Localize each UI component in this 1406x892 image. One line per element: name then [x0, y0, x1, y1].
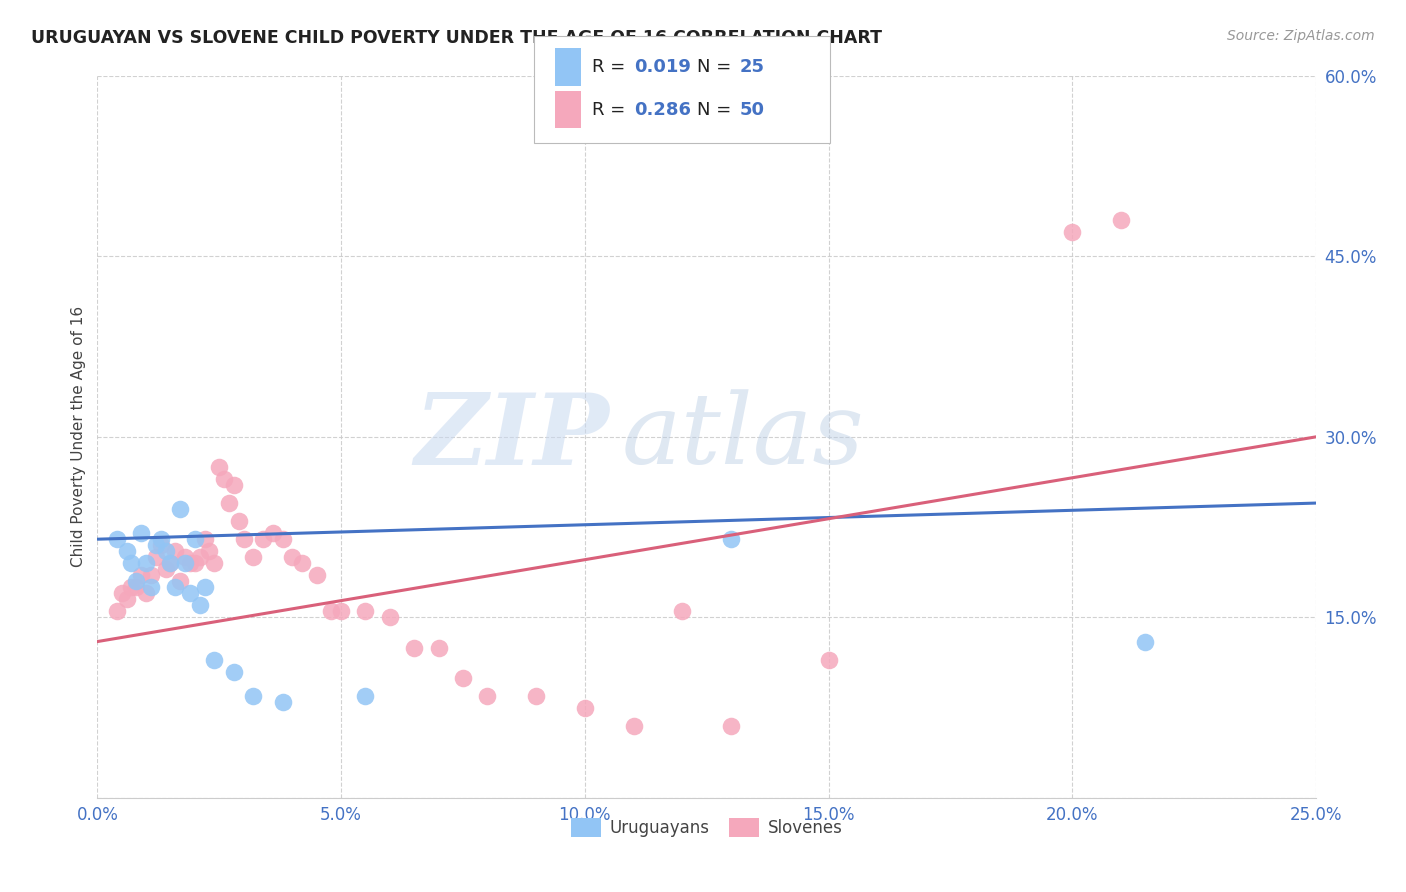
Point: [135, 556, 157, 570]
Point: [242, 550, 264, 565]
Text: R =: R =: [592, 58, 631, 76]
Point: [188, 550, 211, 565]
Point: [194, 580, 217, 594]
Point: [404, 640, 426, 655]
Point: [212, 472, 235, 486]
Point: [169, 574, 191, 589]
Point: [121, 580, 143, 594]
Point: [623, 719, 645, 733]
Point: [194, 532, 217, 546]
Point: [222, 478, 245, 492]
Point: [720, 532, 742, 546]
Point: [149, 538, 172, 552]
Point: [354, 604, 377, 618]
Point: [139, 568, 162, 582]
Point: [354, 689, 377, 703]
Point: [720, 719, 742, 733]
Point: [105, 532, 128, 546]
Point: [1109, 213, 1132, 227]
Text: 50: 50: [740, 101, 765, 119]
Point: [262, 526, 284, 541]
Point: [159, 556, 181, 570]
Point: [174, 556, 197, 570]
Point: [155, 562, 177, 576]
Point: [139, 580, 162, 594]
Point: [129, 526, 152, 541]
Point: [291, 556, 314, 570]
Y-axis label: Child Poverty Under the Age of 16: Child Poverty Under the Age of 16: [72, 306, 86, 567]
Point: [427, 640, 450, 655]
Text: atlas: atlas: [621, 389, 865, 484]
Point: [208, 459, 231, 474]
Point: [188, 599, 211, 613]
Point: [159, 556, 181, 570]
Point: [330, 604, 353, 618]
Point: [155, 544, 177, 558]
Point: [218, 496, 240, 510]
Point: [321, 604, 343, 618]
Point: [145, 550, 167, 565]
Text: 0.019: 0.019: [634, 58, 690, 76]
Text: R =: R =: [592, 101, 631, 119]
Point: [281, 550, 304, 565]
Point: [169, 502, 191, 516]
Point: [165, 544, 187, 558]
Point: [115, 544, 138, 558]
Point: [174, 550, 197, 565]
Point: [817, 653, 839, 667]
Point: [524, 689, 547, 703]
Point: [111, 586, 134, 600]
Point: [1062, 225, 1084, 239]
Point: [222, 665, 245, 679]
Point: [574, 701, 596, 715]
Point: [378, 610, 401, 624]
Point: [232, 532, 254, 546]
Point: [165, 580, 187, 594]
Point: [242, 689, 264, 703]
Point: [202, 653, 225, 667]
Text: 25: 25: [740, 58, 765, 76]
Text: ZIP: ZIP: [415, 389, 609, 485]
Point: [477, 689, 499, 703]
Text: URUGUAYAN VS SLOVENE CHILD POVERTY UNDER THE AGE OF 16 CORRELATION CHART: URUGUAYAN VS SLOVENE CHILD POVERTY UNDER…: [31, 29, 882, 47]
Point: [184, 532, 207, 546]
Point: [184, 556, 207, 570]
Point: [671, 604, 693, 618]
Text: Source: ZipAtlas.com: Source: ZipAtlas.com: [1227, 29, 1375, 44]
Point: [125, 580, 148, 594]
Point: [1135, 634, 1157, 648]
Point: [198, 544, 221, 558]
Legend: Uruguayans, Slovenes: Uruguayans, Slovenes: [564, 812, 849, 844]
Point: [228, 514, 250, 528]
Point: [451, 671, 474, 685]
Point: [115, 592, 138, 607]
Point: [252, 532, 274, 546]
Point: [305, 568, 328, 582]
Text: N =: N =: [697, 101, 737, 119]
Point: [121, 556, 143, 570]
Point: [271, 695, 294, 709]
Text: N =: N =: [697, 58, 737, 76]
Point: [271, 532, 294, 546]
Point: [129, 568, 152, 582]
Point: [179, 556, 201, 570]
Point: [105, 604, 128, 618]
Point: [125, 574, 148, 589]
Point: [202, 556, 225, 570]
Point: [179, 586, 201, 600]
Point: [135, 586, 157, 600]
Text: 0.286: 0.286: [634, 101, 692, 119]
Point: [145, 538, 167, 552]
Point: [149, 532, 172, 546]
